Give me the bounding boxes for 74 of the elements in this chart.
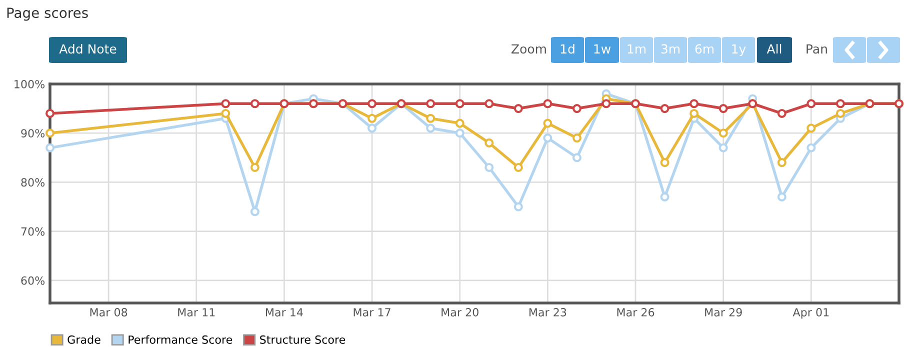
point <box>572 133 582 143</box>
point <box>806 143 816 152</box>
legend-label: Grade <box>68 335 100 344</box>
point <box>806 124 816 133</box>
point <box>250 162 260 172</box>
point <box>455 118 464 128</box>
point <box>221 99 230 108</box>
point <box>572 153 582 162</box>
y-tick-label: 100% <box>14 80 45 88</box>
point <box>718 143 728 152</box>
point <box>221 108 230 118</box>
x-tick-label: Mar 17 <box>354 308 390 316</box>
legend-label: Structure Score <box>260 335 346 344</box>
x-tick-label: Apr 01 <box>792 308 829 319</box>
point <box>426 124 436 133</box>
point <box>368 114 377 123</box>
text: 6m <box>695 44 714 54</box>
point <box>250 207 260 216</box>
point <box>660 192 670 202</box>
point <box>484 162 494 172</box>
text: 3m <box>661 44 680 54</box>
point <box>368 99 377 108</box>
point <box>455 128 464 138</box>
legend-label: Performance Score <box>128 335 232 344</box>
point <box>543 99 552 108</box>
x-tick-label: Mar 14 <box>266 308 303 316</box>
point <box>660 104 670 114</box>
text: Zoom <box>512 44 546 54</box>
point <box>514 162 523 172</box>
point <box>543 133 552 143</box>
x-tick-label: Mar 26 <box>617 308 654 316</box>
point <box>426 99 436 108</box>
point <box>368 124 377 133</box>
x-tick-label: Mar 20 <box>442 308 478 316</box>
point <box>718 104 728 114</box>
text: 1m <box>628 44 646 54</box>
text: 1d <box>560 44 574 54</box>
point <box>250 99 260 108</box>
point <box>777 158 786 168</box>
point <box>690 99 699 108</box>
point <box>45 108 55 118</box>
point <box>690 108 699 118</box>
y-tick-label: 60% <box>21 276 45 285</box>
y-tick-label: 90% <box>21 129 45 138</box>
y-tick-label: 70% <box>21 227 45 236</box>
chart-title: Page scores <box>7 8 88 21</box>
point <box>45 128 55 138</box>
text: Pan <box>806 44 827 54</box>
point <box>806 99 816 108</box>
point <box>836 108 845 118</box>
point <box>777 192 786 202</box>
y-tick-label: 80% <box>21 178 45 187</box>
point <box>660 158 670 168</box>
text: 1w <box>594 44 611 54</box>
point <box>836 99 845 108</box>
point <box>514 104 523 114</box>
x-tick-label: Mar 08 <box>90 308 128 316</box>
point <box>602 99 611 108</box>
text: All <box>766 44 782 54</box>
point <box>426 114 436 123</box>
point <box>484 138 494 148</box>
x-tick-label: Mar 29 <box>705 308 742 316</box>
text: Add Note <box>59 44 116 54</box>
x-tick-label: Mar 23 <box>529 308 566 316</box>
point <box>45 143 55 152</box>
point <box>484 99 494 108</box>
point <box>455 99 464 108</box>
point <box>543 118 552 128</box>
point <box>572 104 582 114</box>
x-tick-label: Mar 11 <box>178 308 215 316</box>
point <box>777 108 786 118</box>
point <box>514 202 523 212</box>
point <box>718 128 728 138</box>
text: 1y <box>732 44 746 56</box>
